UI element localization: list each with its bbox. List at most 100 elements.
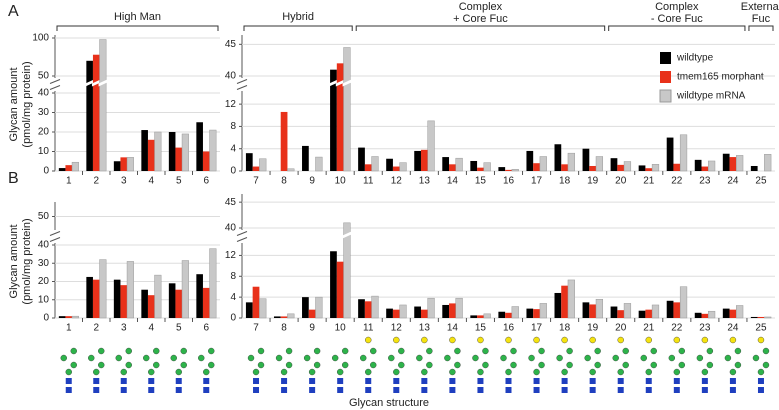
glycan-icon	[701, 368, 709, 376]
bar	[175, 147, 183, 171]
bar	[280, 316, 288, 318]
glycan-icon	[120, 368, 127, 376]
glycan-icon	[762, 361, 770, 369]
glycan-icon	[505, 336, 512, 344]
glycan-icon	[757, 378, 764, 384]
x-tick-label: 7	[253, 176, 259, 187]
x-tick-label: 24	[727, 176, 739, 187]
bar	[287, 168, 295, 172]
x-tick-label: 13	[419, 176, 431, 187]
y-tick-label: 30	[38, 258, 50, 269]
glycan-icon	[175, 378, 182, 384]
bar	[181, 133, 189, 172]
glycan-icon	[421, 387, 428, 393]
bar	[259, 158, 267, 172]
bar	[539, 303, 547, 319]
bar	[399, 304, 407, 319]
glycan-icon	[701, 378, 708, 384]
glycan-icon	[482, 347, 489, 355]
glycan-icon	[416, 354, 423, 362]
bar	[336, 261, 344, 318]
y-tick-label: 20	[38, 127, 50, 138]
x-tick-label: 2	[93, 176, 99, 187]
bar	[71, 315, 79, 319]
bar	[533, 309, 540, 318]
glycan-icon	[93, 368, 100, 376]
panel-label: A	[8, 3, 19, 20]
bar	[386, 158, 393, 171]
axis-break	[49, 85, 61, 90]
glycan-icon	[148, 378, 155, 384]
glycan-icon	[203, 378, 210, 384]
glycan-icon	[98, 361, 105, 369]
y-tick-label: 10	[38, 146, 50, 157]
bar	[582, 148, 590, 171]
glycan-icon	[148, 368, 155, 376]
glycan-icon	[449, 336, 456, 344]
glycan-icon	[388, 354, 395, 362]
y-tick-label: 50	[38, 211, 50, 222]
x-tick-label: 9	[309, 176, 315, 187]
x-tick-label: 10	[335, 323, 347, 334]
bar	[330, 251, 337, 318]
glycan-icon	[303, 354, 311, 362]
y-tick-label: 4	[230, 292, 236, 303]
x-tick-label: 3	[121, 176, 127, 187]
glycan-icon	[313, 347, 321, 355]
x-tick-label: 18	[559, 176, 571, 187]
bar	[92, 279, 100, 318]
bar	[120, 285, 128, 318]
y-tick-label: 50	[38, 71, 50, 82]
glycan-icon	[589, 387, 596, 393]
glycan-icon	[734, 347, 742, 355]
y-tick-label: 100	[32, 33, 49, 44]
bar	[610, 306, 618, 318]
glycan-icon	[477, 368, 484, 376]
x-tick-label: 4	[148, 176, 154, 187]
glycan-icon	[370, 361, 377, 369]
panel-label: B	[8, 170, 19, 187]
x-tick-label: 16	[503, 323, 515, 334]
glycan-icon	[533, 387, 540, 393]
glycan-icon	[280, 368, 288, 376]
glycan-icon	[678, 347, 686, 355]
y-tick-label: 40	[38, 240, 50, 251]
glycan-icon	[561, 336, 568, 344]
bar	[449, 303, 456, 318]
glycan-icon	[752, 354, 760, 362]
glycan-icon	[421, 336, 428, 344]
glycan-icon	[360, 354, 367, 362]
bar	[582, 302, 590, 318]
bar	[147, 295, 155, 318]
bar	[371, 156, 379, 172]
bar	[209, 129, 217, 172]
glycan-icon	[622, 347, 629, 355]
bar-break	[342, 231, 352, 239]
glycan-icon	[365, 378, 372, 384]
group-bracket	[243, 25, 353, 31]
bar	[364, 164, 372, 171]
bar	[302, 145, 309, 171]
group-header: External Fuc	[741, 1, 779, 25]
glycan-icon	[729, 387, 736, 393]
group-header: High Man	[114, 11, 161, 23]
bar	[92, 54, 100, 171]
bar	[498, 167, 506, 171]
y-tick-label: 12	[225, 99, 237, 110]
bar	[71, 161, 79, 172]
group-bracket	[608, 25, 746, 31]
y-axis-label: Glycan amount	[8, 68, 20, 142]
bar	[414, 306, 421, 318]
glycan-icon	[477, 387, 484, 393]
bar	[147, 139, 155, 171]
bar	[245, 153, 253, 171]
glycan-icon	[331, 354, 339, 362]
glycan-icon	[60, 354, 67, 362]
bar	[477, 315, 484, 318]
bar	[638, 165, 646, 171]
glycan-icon	[640, 354, 647, 362]
bar	[595, 156, 604, 172]
glycan-icon	[673, 368, 681, 376]
y-tick-label: 0	[230, 166, 236, 177]
glycan-icon	[285, 347, 293, 355]
